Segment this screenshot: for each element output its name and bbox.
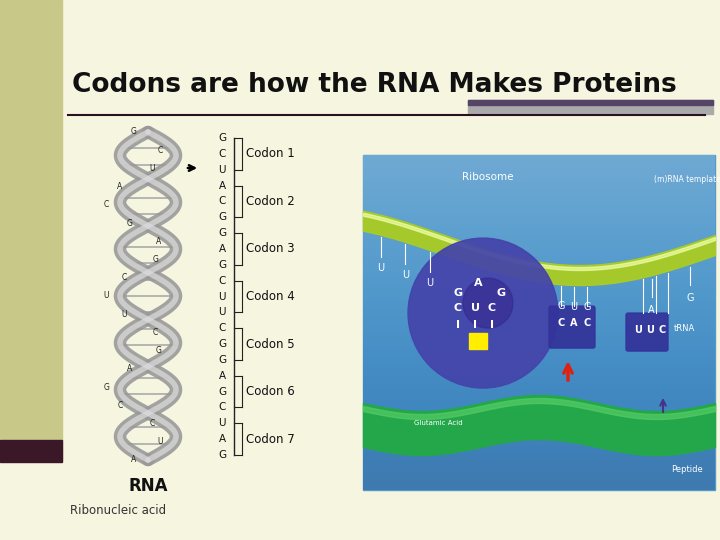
Text: G: G (153, 255, 158, 264)
Text: C: C (454, 303, 462, 313)
Text: Codon 3: Codon 3 (246, 242, 294, 255)
Text: (m)RNA template: (m)RNA template (654, 176, 720, 185)
Text: A: A (218, 244, 225, 254)
Text: G: G (496, 288, 505, 298)
Ellipse shape (408, 238, 558, 388)
Text: C: C (104, 200, 109, 210)
Bar (0, 0, 62, 460)
Text: A: A (218, 371, 225, 381)
Bar (363, 155, 715, 490)
Bar (0, 440, 62, 462)
Text: G: G (131, 127, 137, 137)
Text: G: G (218, 450, 226, 460)
Text: Glutamic Acid: Glutamic Acid (414, 420, 462, 426)
Text: C: C (218, 323, 225, 333)
Bar (468, 100, 713, 114)
Text: U: U (646, 325, 654, 335)
Text: I: I (473, 320, 477, 330)
Text: A: A (117, 182, 122, 191)
Text: G: G (687, 293, 694, 303)
Text: G: G (454, 288, 462, 298)
Text: I: I (456, 320, 460, 330)
Text: C: C (153, 328, 158, 337)
Text: Codon 5: Codon 5 (246, 338, 294, 350)
Text: C: C (658, 325, 665, 335)
Text: A: A (127, 364, 132, 373)
Text: C: C (488, 303, 496, 313)
Text: C: C (218, 402, 225, 413)
Text: G: G (104, 383, 109, 391)
Text: A: A (218, 180, 225, 191)
Text: C: C (218, 197, 225, 206)
Text: G: G (218, 260, 226, 270)
Text: G: G (218, 387, 226, 396)
Text: Peptide: Peptide (671, 465, 703, 475)
Text: G: G (218, 339, 226, 349)
Text: U: U (122, 310, 127, 319)
Text: Ribosome: Ribosome (462, 172, 514, 182)
Text: G: G (218, 133, 226, 143)
Text: G: G (156, 346, 161, 355)
Text: U: U (570, 302, 577, 312)
Text: A: A (218, 434, 225, 444)
Text: A: A (131, 456, 137, 464)
Text: A: A (474, 278, 482, 288)
Bar (469, 333, 487, 349)
Text: G: G (218, 228, 226, 238)
Text: Codon 4: Codon 4 (246, 290, 294, 303)
Text: G: G (218, 355, 226, 365)
Text: U: U (158, 437, 163, 446)
FancyBboxPatch shape (626, 313, 668, 351)
Text: A: A (570, 318, 577, 328)
Text: U: U (634, 325, 642, 335)
Text: Codon 6: Codon 6 (246, 385, 294, 398)
Text: U: U (103, 292, 109, 300)
Text: RNA: RNA (128, 477, 168, 495)
Text: U: U (218, 165, 226, 175)
Text: U: U (470, 303, 480, 313)
Text: Codons are how the RNA Makes Proteins: Codons are how the RNA Makes Proteins (72, 72, 677, 98)
Text: U: U (218, 292, 226, 301)
Text: tRNA: tRNA (674, 323, 695, 333)
Text: U: U (218, 307, 226, 318)
Text: C: C (158, 146, 163, 155)
Text: G: G (557, 301, 564, 311)
Text: I: I (490, 320, 494, 330)
Text: C: C (218, 275, 225, 286)
Ellipse shape (463, 278, 513, 328)
Text: C: C (218, 149, 225, 159)
Text: Codon 1: Codon 1 (246, 147, 294, 160)
Text: C: C (117, 401, 122, 410)
Text: A: A (648, 305, 655, 315)
Bar (468, 100, 713, 105)
FancyBboxPatch shape (549, 306, 595, 348)
Text: U: U (377, 263, 384, 273)
Text: Ribonucleic acid: Ribonucleic acid (70, 503, 166, 516)
Text: U: U (426, 278, 433, 288)
Text: Codon 2: Codon 2 (246, 195, 294, 208)
Text: C: C (149, 419, 155, 428)
Text: G: G (126, 219, 132, 228)
Text: Codon 7: Codon 7 (246, 433, 294, 446)
Text: U: U (402, 270, 409, 280)
Text: U: U (218, 418, 226, 428)
Text: C: C (557, 318, 564, 328)
Text: G: G (583, 302, 590, 312)
Text: G: G (218, 212, 226, 222)
Text: A: A (156, 237, 161, 246)
Text: C: C (583, 318, 590, 328)
Text: U: U (149, 164, 155, 173)
Text: C: C (122, 273, 127, 282)
